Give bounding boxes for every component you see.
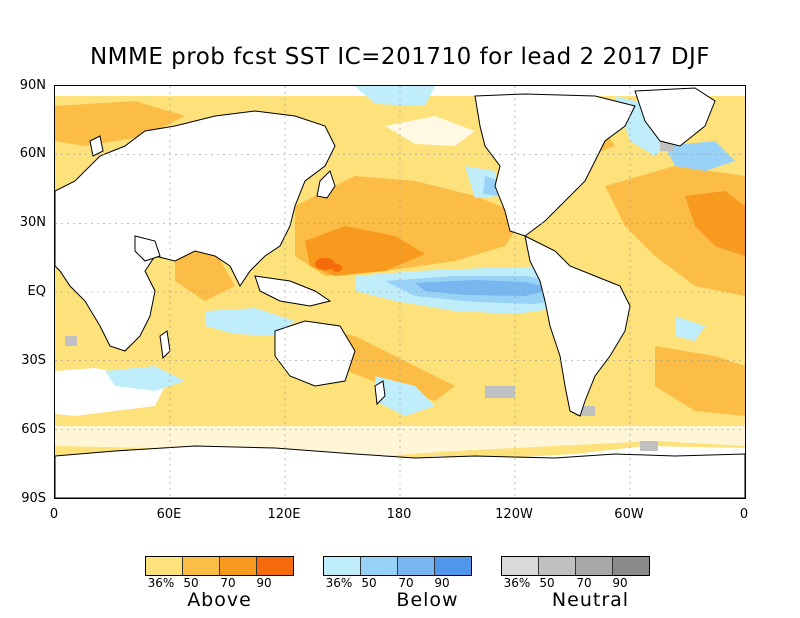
- legend-above: 36% 50 70 90 Above: [145, 556, 294, 611]
- legend-tick: 50: [539, 576, 555, 590]
- lat-label-60n: 60N: [19, 146, 46, 161]
- above-90-areas: [315, 258, 342, 272]
- legend-below-swatch-70: [398, 557, 435, 575]
- lon-label-60e: 60E: [156, 507, 182, 522]
- legend-neutral-swatch-36: [502, 557, 539, 575]
- legend-tick: 36%: [147, 576, 175, 590]
- legend-above-label: Above: [187, 589, 252, 611]
- legend-neutral-label: Neutral: [551, 589, 630, 611]
- legend-below-swatch-50: [361, 557, 398, 575]
- legend-tick: 50: [183, 576, 199, 590]
- legend-neutral-swatch-90: [613, 557, 649, 575]
- sst-probability-map: [54, 85, 746, 499]
- legend-neutral-swatch-50: [539, 557, 576, 575]
- lon-label-0-east: 0: [739, 507, 749, 522]
- legend-below-colorbar: [323, 556, 472, 576]
- legend-below-label: Below: [396, 589, 459, 611]
- lon-label-120e: 120E: [267, 507, 301, 522]
- legend-below-swatch-90: [435, 557, 471, 575]
- legend-below-ticks: 36% 50 70 90: [323, 576, 472, 590]
- legend-tick: 90: [434, 576, 450, 590]
- legend-tick: 50: [361, 576, 377, 590]
- lat-label-30n: 30N: [19, 215, 46, 230]
- legend-neutral-colorbar: [501, 556, 650, 576]
- lon-label-0-west: 0: [49, 507, 59, 522]
- legend-above-colorbar: [145, 556, 294, 576]
- legend-above-ticks: 36% 50 70 90: [145, 576, 294, 590]
- legend-tick: 36%: [503, 576, 531, 590]
- lon-label-120w: 120W: [495, 507, 533, 522]
- lat-label-eq: EQ: [27, 284, 46, 299]
- legend-above-swatch-70: [220, 557, 257, 575]
- lat-label-60s: 60S: [21, 422, 46, 437]
- map-canvas: [55, 86, 745, 498]
- legend-above-swatch-90: [257, 557, 293, 575]
- lat-label-30s: 30S: [21, 353, 46, 368]
- legend-tick: 36%: [325, 576, 353, 590]
- lon-label-60w: 60W: [614, 507, 644, 522]
- below-70-areas: [415, 280, 555, 296]
- legend-below-swatch-36: [324, 557, 361, 575]
- legend-tick: 70: [220, 576, 236, 590]
- legend-neutral-ticks: 36% 50 70 90: [501, 576, 650, 590]
- legend-tick: 70: [398, 576, 414, 590]
- legend-tick: 90: [256, 576, 272, 590]
- graticule: [55, 86, 745, 498]
- legend-tick: 70: [576, 576, 592, 590]
- lat-label-90n: 90N: [19, 78, 46, 93]
- map-title: NMME prob fcst SST IC=201710 for lead 2 …: [89, 44, 711, 70]
- neutral-areas: [65, 141, 674, 451]
- legend-above-swatch-50: [183, 557, 220, 575]
- legend-tick: 90: [612, 576, 628, 590]
- legend-above-swatch-36: [146, 557, 183, 575]
- lon-label-180: 180: [386, 507, 412, 522]
- lat-label-90s: 90S: [21, 491, 46, 506]
- legend-below: 36% 50 70 90 Below: [323, 556, 472, 611]
- legend-neutral: 36% 50 70 90 Neutral: [501, 556, 650, 611]
- legend-neutral-swatch-70: [576, 557, 613, 575]
